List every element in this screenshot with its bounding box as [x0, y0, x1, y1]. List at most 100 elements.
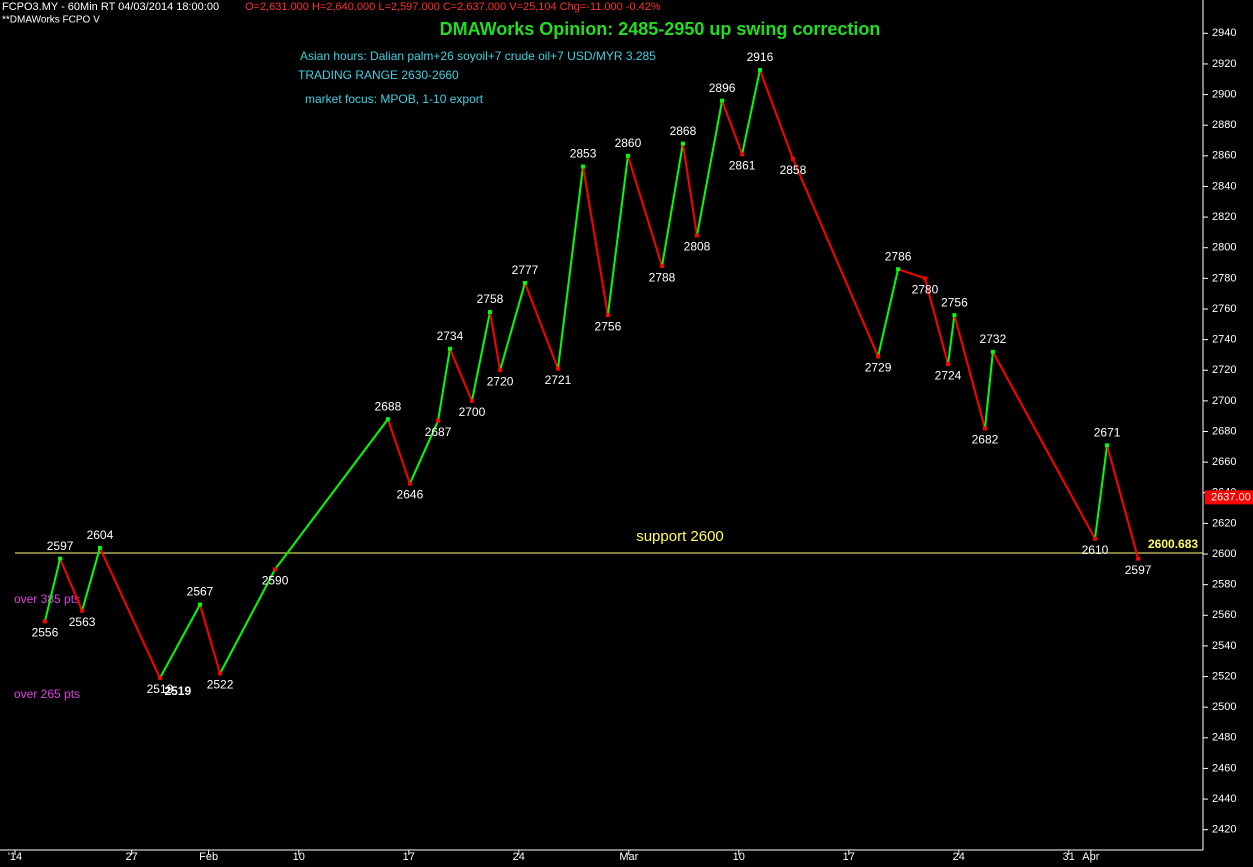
pivot — [273, 567, 278, 572]
y-tick-label: 2660 — [1212, 456, 1236, 468]
pivot-label: 2858 — [780, 163, 807, 177]
y-tick-label: 2740 — [1212, 334, 1236, 346]
y-tick-label: 2720 — [1212, 364, 1236, 376]
x-tick-label: 24 — [513, 851, 525, 863]
pivot — [1136, 556, 1141, 561]
price-segment — [437, 348, 451, 421]
support-text: support 2600 — [636, 528, 724, 545]
pivot-label: 2729 — [865, 361, 892, 375]
pivot-label: 2860 — [615, 136, 642, 150]
y-tick-label: 2820 — [1212, 211, 1236, 223]
pivot — [720, 98, 725, 103]
pivot-label: 2519 — [147, 682, 174, 696]
x-tick-label: 10 — [293, 851, 305, 863]
y-tick-label: 2920 — [1212, 58, 1236, 70]
pivot-label: 2604 — [87, 528, 114, 542]
chart-title: DMAWorks Opinion: 2485-2950 up swing cor… — [440, 19, 881, 39]
price-segment — [992, 351, 1096, 540]
ohlc-text: O=2,631.000 H=2,640.000 L=2,597.000 C=2,… — [245, 1, 661, 13]
side-note: over 265 pts — [14, 687, 80, 701]
x-tick-label: Feb — [199, 851, 218, 863]
y-tick-label: 2700 — [1212, 395, 1236, 407]
pivot — [522, 280, 527, 285]
price-segment — [386, 418, 411, 484]
pivot-label: 2916 — [747, 50, 774, 64]
note: Asian hours: Dalian palm+26 soyoil+7 cru… — [300, 49, 656, 63]
price-segment — [681, 143, 698, 236]
price-segment — [923, 278, 949, 365]
pivot-label: 2780 — [912, 283, 939, 297]
pivot — [896, 267, 901, 272]
pivot — [660, 264, 665, 269]
pivot — [42, 619, 47, 624]
pivot — [740, 152, 745, 157]
pivot-label: 2720 — [487, 374, 514, 388]
price-segment — [408, 420, 439, 484]
pivot — [555, 366, 560, 371]
y-tick-label: 2600 — [1212, 548, 1236, 560]
pivot-label: 2732 — [980, 332, 1007, 346]
pivot-label: 2808 — [684, 240, 711, 254]
x-tick-label: Apr — [1082, 851, 1099, 863]
price-segment — [199, 604, 222, 674]
pivot — [198, 602, 203, 607]
price-segment — [43, 558, 62, 622]
y-tick-label: 2800 — [1212, 242, 1236, 254]
pivot-label: 2721 — [545, 373, 572, 387]
pivot-label: 2734 — [437, 329, 464, 343]
pivot — [982, 426, 987, 431]
pivot-label: 2853 — [570, 147, 597, 161]
pivot — [952, 313, 957, 318]
note: TRADING RANGE 2630-2660 — [298, 68, 459, 82]
y-tick-label: 2540 — [1212, 640, 1236, 652]
price-segment — [897, 268, 926, 280]
pivot-label: 2868 — [670, 124, 697, 138]
pivot — [680, 141, 685, 146]
y-tick-label: 2620 — [1212, 517, 1236, 529]
x-tick-label: 17 — [403, 851, 415, 863]
price-segment — [556, 166, 585, 369]
price-segment — [499, 282, 526, 371]
x-tick-label: Mar — [619, 851, 638, 863]
pivot-label: 2700 — [459, 405, 486, 419]
pivot — [80, 608, 85, 613]
y-tick-label: 2520 — [1212, 670, 1236, 682]
note: market focus: MPOB, 1-10 export — [305, 92, 484, 106]
pivot-label: 2758 — [477, 292, 504, 306]
x-tick-label: 27 — [125, 851, 137, 863]
price-segment — [626, 155, 663, 267]
pivot-label: 2563 — [69, 615, 96, 629]
pivot-label: 2756 — [941, 295, 968, 309]
pivot — [97, 545, 102, 550]
pivot-label: 2682 — [972, 433, 999, 447]
pivot — [790, 156, 795, 161]
y-tick-label: 2460 — [1212, 762, 1236, 774]
support-label: 2600.683 — [1148, 537, 1198, 551]
price-segment — [99, 547, 161, 679]
pivot-label: 2567 — [187, 585, 214, 599]
pivot — [946, 362, 951, 367]
pivot — [498, 368, 503, 373]
y-tick-label: 2940 — [1212, 27, 1236, 39]
price-segment — [449, 348, 473, 402]
pivot-label: 2646 — [397, 488, 424, 502]
pivot-label: 2590 — [262, 574, 289, 588]
price-segment — [582, 166, 609, 316]
pivot-label: 2724 — [935, 368, 962, 382]
subheader: **DMAWorks FCPO V — [2, 15, 100, 26]
pivot — [1105, 443, 1110, 448]
pivot-label: 2597 — [1125, 563, 1152, 577]
price-segment — [721, 100, 744, 155]
x-tick-label: 31 — [1063, 851, 1075, 863]
pivot — [876, 354, 881, 359]
pivot — [581, 164, 586, 169]
price-segment — [59, 558, 84, 612]
pivot-label: 2610 — [1082, 543, 1109, 557]
pivot — [922, 276, 927, 281]
pivot — [695, 233, 699, 238]
pivot-label: 2522 — [207, 678, 234, 692]
price-segment — [274, 418, 389, 570]
y-tick-label: 2900 — [1212, 88, 1236, 100]
pivot — [407, 481, 412, 486]
